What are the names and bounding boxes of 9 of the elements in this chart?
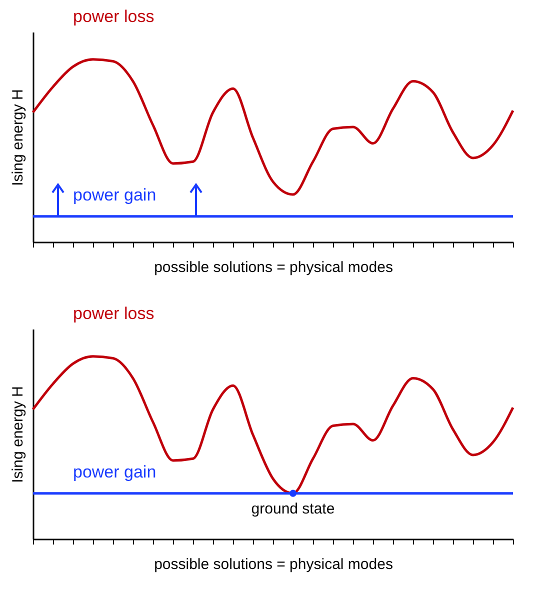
y-axis-title: Ising energy H	[10, 386, 26, 483]
y-axis-title: Ising energy H	[10, 89, 26, 186]
annotation: ground state	[251, 500, 335, 518]
series-label: power gain	[73, 462, 156, 482]
text: power loss	[73, 304, 154, 323]
x-axis-title: possible solutions = physical modes	[154, 259, 393, 276]
x-axis-title: possible solutions = physical modes	[154, 556, 393, 573]
text: power loss	[73, 7, 154, 26]
legend-label: power gain	[73, 185, 156, 204]
